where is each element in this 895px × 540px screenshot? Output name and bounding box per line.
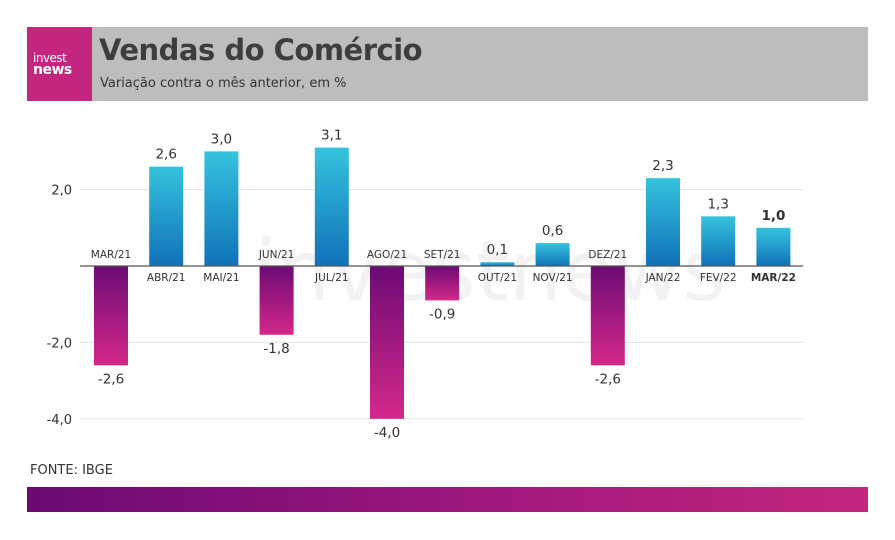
data-label: 2,6: [155, 147, 176, 163]
data-label: 1,0: [761, 208, 785, 224]
bar: [149, 166, 184, 266]
bar: [425, 266, 460, 301]
category-label: FEV/22: [700, 272, 737, 284]
bar: [94, 266, 128, 366]
bar: [204, 151, 239, 266]
category-label: MAR/22: [751, 272, 796, 284]
category-label: MAR/21: [91, 249, 131, 261]
bar: [370, 266, 404, 419]
data-label: 0,6: [542, 223, 563, 239]
labels: 2,0 -2,0 -4,0 MAR/21 -2,6 ABR/21 2,6 MAI/21 3,0 J…: [47, 128, 796, 441]
data-label: -2,6: [595, 371, 621, 387]
category-label: DEZ/21: [588, 249, 627, 261]
y-tick-label: 2,0: [51, 184, 72, 199]
category-label: JAN/22: [645, 272, 681, 284]
data-label: -2,6: [98, 371, 124, 387]
footer-gradient-bar: [27, 487, 868, 512]
category-label: JUL/21: [314, 272, 349, 284]
bar: [756, 227, 791, 266]
bar: [535, 243, 570, 266]
data-label: 0,1: [487, 242, 508, 258]
header-bar: invest news Vendas do Comércio Variação …: [27, 27, 868, 101]
category-label: SET/21: [424, 249, 461, 261]
category-label: JUN/21: [258, 249, 295, 261]
bar: [646, 178, 680, 266]
bar: [259, 266, 294, 335]
y-tick-label: -2,0: [47, 336, 72, 351]
data-label: 3,1: [321, 128, 342, 144]
bar: [590, 266, 625, 366]
category-label: MAI/21: [203, 272, 239, 284]
category-label: NOV/21: [533, 272, 573, 284]
data-label: -4,0: [374, 425, 400, 441]
source-note: FONTE: IBGE: [30, 463, 113, 478]
data-label: 2,3: [652, 158, 673, 174]
logo-text-news: news: [33, 62, 72, 78]
bar: [480, 262, 515, 266]
chart-title: Vendas do Comércio: [99, 33, 423, 67]
bars: [94, 147, 791, 419]
bar: [314, 147, 349, 266]
bar: [701, 216, 736, 266]
data-label: -1,8: [263, 341, 289, 357]
data-label: 3,0: [211, 131, 232, 147]
logo: invest news: [27, 27, 92, 101]
category-label: ABR/21: [147, 272, 186, 284]
category-label: OUT/21: [478, 272, 517, 284]
logo-text-invest: invest: [33, 51, 67, 65]
data-label: -0,9: [429, 306, 455, 322]
data-label: 1,3: [707, 196, 728, 212]
grid-lines: [80, 189, 803, 420]
category-label: AGO/21: [367, 249, 407, 261]
chart-subtitle: Variação contra o mês anterior, em %: [100, 76, 347, 91]
y-tick-label: -4,0: [47, 413, 72, 428]
